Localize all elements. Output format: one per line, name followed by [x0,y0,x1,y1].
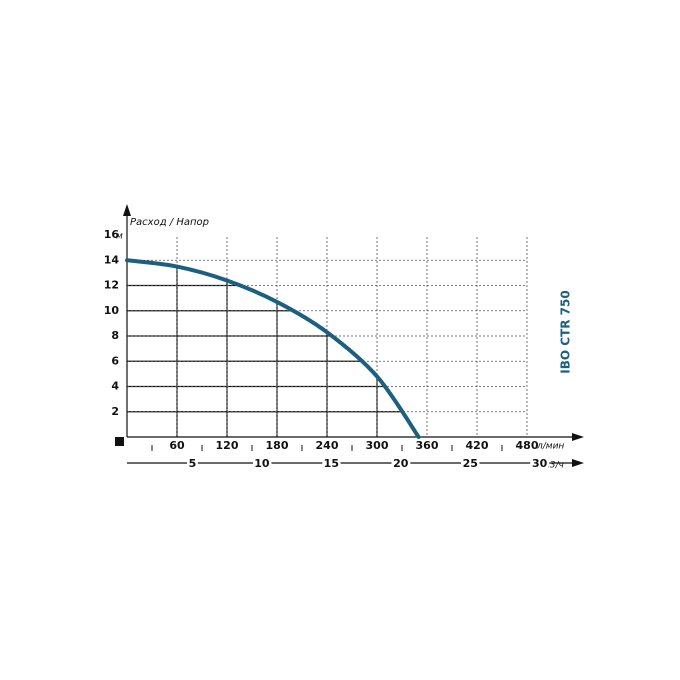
x-arrow [572,433,584,441]
y-tick-label: 6 [111,354,119,367]
x-tick-label: 180 [266,439,289,452]
x2-tick-label: 25 [463,457,478,470]
y-tick-label: 8 [111,329,119,342]
x2-tick-label: 5 [189,457,197,470]
x-tick-label: 240 [316,439,339,452]
chart-title: Расход / Напор [130,217,209,228]
y-tick-label: 10 [104,304,120,317]
y-arrow [123,204,131,216]
origin-marker [115,437,124,446]
x-tick-label: 420 [466,439,489,452]
y-tick-label: 4 [111,380,119,393]
x-tick-label: 480 [516,439,539,452]
x-tick-label: 360 [416,439,439,452]
x2-tick-label: 10 [254,457,270,470]
x2-arrow [572,459,584,467]
x2-tick-label: 15 [324,457,339,470]
x2-tick-label: 20 [393,457,409,470]
x-tick-label: 300 [366,439,389,452]
y-tick-label: 16 [104,228,120,241]
y-tick-label: 2 [111,405,119,418]
x2-unit: м3/ч [543,461,564,471]
side-label: IBO CTR 750 [559,290,573,373]
y-unit: м [116,232,123,242]
x2-tick-label: 30 [532,457,548,470]
y-tick-label: 12 [104,279,119,292]
y-tick-label: 14 [104,253,120,266]
x-tick-label: 60 [169,439,185,452]
grid [127,237,528,437]
pump-curve [125,258,421,439]
x-unit: л/мин [536,442,564,452]
x-tick-label: 120 [216,439,239,452]
